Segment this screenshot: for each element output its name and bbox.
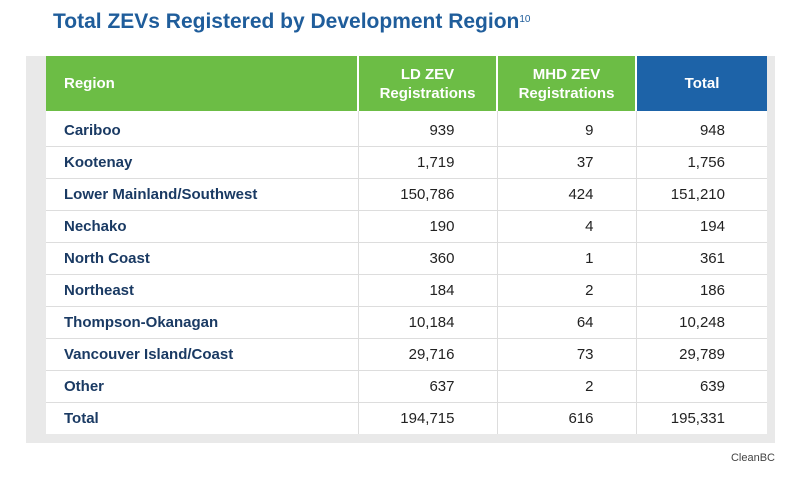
header-ld-zev: LD ZEV Registrations: [358, 56, 498, 111]
table-row: Other 637 2 639: [46, 370, 767, 403]
ld-zev-cell: 190: [357, 210, 497, 243]
total-cell: 194: [635, 210, 767, 243]
table-row: Northeast 184 2 186: [46, 274, 767, 307]
table-row: Total 194,715 616 195,331: [46, 402, 767, 434]
header-total: Total: [636, 56, 767, 111]
chart-title: Total ZEVs Registered by Development Reg…: [53, 10, 531, 33]
total-cell: 186: [635, 274, 767, 307]
region-cell: Kootenay: [46, 146, 358, 179]
table-row: Thompson-Okanagan 10,184 64 10,248: [46, 306, 767, 339]
ld-zev-cell: 194,715: [357, 402, 497, 434]
total-cell: 948: [635, 111, 767, 147]
region-cell: Vancouver Island/Coast: [46, 338, 358, 371]
table-row: Lower Mainland/Southwest 150,786 424 151,21…: [46, 178, 767, 211]
table-body: Cariboo 939 9 948 Kootenay 1,719 37 1,756 Lower …: [46, 111, 767, 434]
ld-zev-cell: 360: [357, 242, 497, 275]
ld-zev-cell: 184: [357, 274, 497, 307]
mhd-zev-cell: 2: [496, 370, 636, 403]
total-cell: 10,248: [635, 306, 767, 339]
region-cell: Thompson-Okanagan: [46, 306, 358, 339]
region-cell: Nechako: [46, 210, 358, 243]
total-cell: 361: [635, 242, 767, 275]
mhd-zev-cell: 2: [496, 274, 636, 307]
total-cell: 151,210: [635, 178, 767, 211]
mhd-zev-cell: 73: [496, 338, 636, 371]
table-row: Cariboo 939 9 948: [46, 111, 767, 147]
ld-zev-cell: 10,184: [357, 306, 497, 339]
total-cell: 195,331: [635, 402, 767, 434]
total-cell: 1,756: [635, 146, 767, 179]
table-row: Kootenay 1,719 37 1,756: [46, 146, 767, 179]
ld-zev-cell: 150,786: [357, 178, 497, 211]
table-panel: Region LD ZEV Registrations MHD ZEV Regist…: [26, 56, 775, 443]
total-cell: 29,789: [635, 338, 767, 371]
source-label: CleanBC: [730, 452, 775, 464]
ld-zev-cell: 1,719: [357, 146, 497, 179]
total-cell: 639: [635, 370, 767, 403]
mhd-zev-cell: 37: [496, 146, 636, 179]
mhd-zev-cell: 616: [496, 402, 636, 434]
mhd-zev-cell: 64: [496, 306, 636, 339]
table-row: North Coast 360 1 361: [46, 242, 767, 275]
table-row: Vancouver Island/Coast 29,716 73 29,789: [46, 338, 767, 371]
header-region: Region: [46, 56, 359, 111]
mhd-zev-cell: 424: [496, 178, 636, 211]
region-cell: Other: [46, 370, 358, 403]
table-row: Nechako 190 4 194: [46, 210, 767, 243]
mhd-zev-cell: 4: [496, 210, 636, 243]
ld-zev-cell: 637: [357, 370, 497, 403]
ld-zev-cell: 29,716: [357, 338, 497, 371]
title-footnote: 10: [519, 14, 531, 25]
header-mhd-zev: MHD ZEV Registrations: [497, 56, 637, 111]
region-cell: Northeast: [46, 274, 358, 307]
header-row: Region LD ZEV Registrations MHD ZEV Regist…: [46, 56, 767, 111]
mhd-zev-cell: 9: [496, 111, 636, 147]
zev-table: Region LD ZEV Registrations MHD ZEV Regist…: [46, 56, 767, 434]
region-cell: Cariboo: [46, 111, 358, 147]
mhd-zev-cell: 1: [496, 242, 636, 275]
region-cell: North Coast: [46, 242, 358, 275]
ld-zev-cell: 939: [357, 111, 497, 147]
region-cell: Total: [64, 410, 99, 427]
region-cell: Lower Mainland/Southwest: [46, 178, 358, 211]
